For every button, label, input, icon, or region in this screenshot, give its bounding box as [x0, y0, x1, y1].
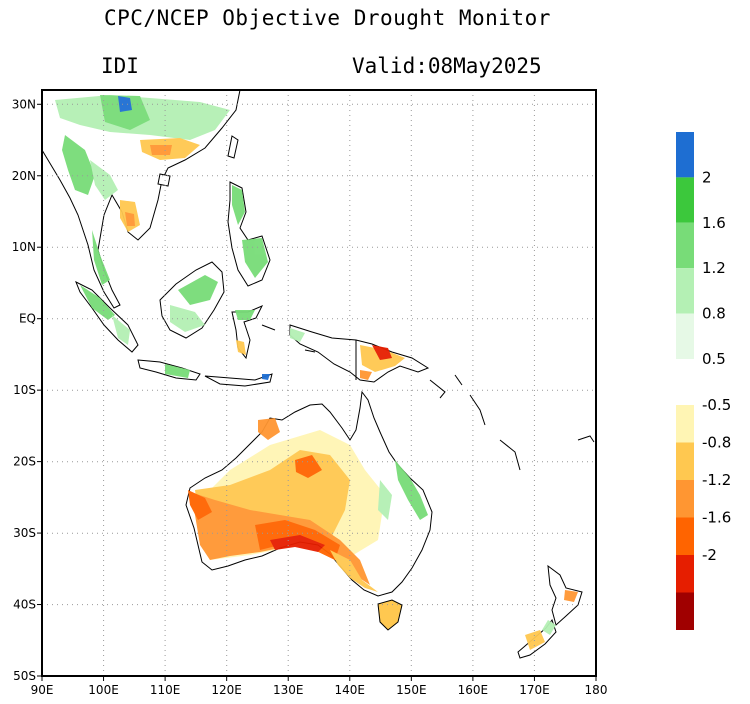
colorbar-label: -2	[702, 546, 717, 564]
new-guinea-land	[289, 324, 430, 383]
map-area	[42, 90, 596, 676]
taiwan-land	[227, 135, 239, 159]
colorbar-swatch	[676, 442, 694, 480]
lon-tick-label: 110E	[150, 683, 181, 697]
colorbar-swatch	[676, 555, 694, 593]
idi-shading	[55, 95, 578, 650]
colorbar-label: -1.2	[702, 471, 731, 489]
lat-tick-label: 30N	[12, 97, 36, 111]
lon-tick-label: 90E	[31, 683, 54, 697]
lat-tick-label: 50S	[13, 669, 36, 683]
lon-tick-label: 180	[585, 683, 608, 697]
lat-tick-label: 30S	[13, 526, 36, 540]
colorbar-swatch	[676, 222, 694, 269]
colorbar-label: -1.6	[702, 509, 731, 527]
colorbar-label: 2	[702, 168, 712, 186]
longitude-axis: 90E 100E 110E 120E 130E 140E 150E 160E 170E 180	[31, 676, 608, 697]
lon-tick-label: 130E	[273, 683, 304, 697]
lat-tick-label: 40S	[13, 598, 36, 612]
valid-date-label: Valid:08May2025	[352, 54, 542, 78]
lat-tick-label: 20N	[12, 169, 36, 183]
lon-tick-label: 120E	[211, 683, 242, 697]
lon-tick-label: 140E	[335, 683, 366, 697]
lon-tick-label: 150E	[396, 683, 427, 697]
lat-tick-label: EQ	[19, 312, 36, 326]
wet-colorbar: 0.5 0.8 1.2 1.6 2	[676, 132, 726, 368]
map-title: CPC/NCEP Objective Drought Monitor	[104, 6, 551, 30]
colorbar-label: 1.2	[702, 259, 726, 277]
map-frame	[41, 89, 597, 677]
colorbar-label: 0.5	[702, 350, 726, 368]
lon-tick-label: 160E	[458, 683, 489, 697]
colorbar-label: 0.8	[702, 305, 726, 323]
tasmania-land	[377, 599, 403, 631]
colorbar-label: -0.5	[702, 396, 731, 414]
lat-tick-label: 10S	[13, 383, 36, 397]
colorbar-swatch	[676, 405, 694, 443]
lat-tick-label: 10N	[12, 240, 36, 254]
colorbar-swatch	[676, 132, 694, 178]
lon-tick-label: 170E	[519, 683, 550, 697]
colorbar-swatch	[676, 177, 694, 223]
colorbar-label: 1.6	[702, 214, 726, 232]
colorbar-swatch	[676, 313, 694, 359]
lat-tick-label: 20S	[13, 455, 36, 469]
colorbar-swatch	[676, 480, 694, 518]
pacific-islands	[261, 324, 595, 471]
colorbar-swatch	[676, 517, 694, 555]
dry-colorbar: -0.5 -0.8 -1.2 -1.6 -2	[676, 396, 731, 630]
index-label: IDI	[101, 54, 139, 78]
lon-tick-label: 100E	[88, 683, 119, 697]
lesser-sunda-land	[204, 373, 273, 387]
latitude-axis: 30N 20N 10N EQ 10S 20S 30S 40S 50S	[12, 97, 42, 683]
hainan-land	[157, 173, 171, 187]
colorbar-label: -0.8	[702, 434, 731, 452]
colorbar-swatch	[676, 268, 694, 314]
colorbar-swatch	[676, 592, 694, 630]
